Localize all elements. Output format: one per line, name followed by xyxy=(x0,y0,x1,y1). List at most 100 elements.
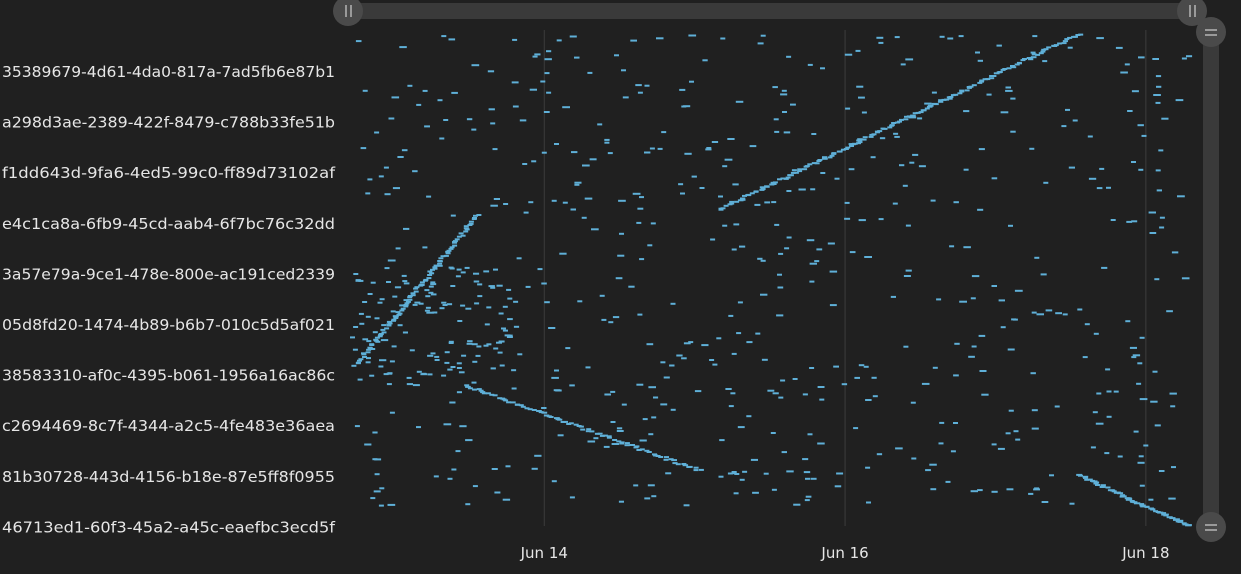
event-mark[interactable] xyxy=(1006,488,1014,491)
event-mark[interactable] xyxy=(864,256,872,258)
event-mark[interactable] xyxy=(392,295,398,298)
event-mark[interactable] xyxy=(899,164,905,167)
event-mark[interactable] xyxy=(456,268,462,271)
event-mark[interactable] xyxy=(493,268,498,271)
event-mark[interactable] xyxy=(897,120,902,123)
event-mark[interactable] xyxy=(639,196,644,199)
event-mark[interactable] xyxy=(366,357,371,360)
event-mark[interactable] xyxy=(503,399,509,402)
event-mark[interactable] xyxy=(1117,455,1123,458)
event-mark[interactable] xyxy=(997,71,1003,73)
event-mark[interactable] xyxy=(464,266,470,269)
event-mark[interactable] xyxy=(562,106,570,109)
event-mark[interactable] xyxy=(497,351,503,354)
event-mark[interactable] xyxy=(1152,370,1158,373)
horizontal-scrollbar-left-handle[interactable] xyxy=(333,0,363,26)
event-mark[interactable] xyxy=(843,148,849,150)
event-mark[interactable] xyxy=(396,313,402,316)
event-mark[interactable] xyxy=(761,358,768,361)
vertical-scrollbar-top-handle[interactable] xyxy=(1196,17,1226,47)
event-mark[interactable] xyxy=(1158,470,1165,472)
event-mark[interactable] xyxy=(383,373,389,376)
event-mark[interactable] xyxy=(636,383,644,386)
event-mark[interactable] xyxy=(1115,46,1123,49)
event-mark[interactable] xyxy=(544,72,550,75)
event-mark[interactable] xyxy=(727,138,735,140)
event-mark[interactable] xyxy=(593,437,599,440)
event-mark[interactable] xyxy=(783,131,791,134)
event-mark[interactable] xyxy=(541,411,548,414)
event-mark[interactable] xyxy=(510,401,516,404)
event-mark[interactable] xyxy=(472,360,478,363)
event-mark[interactable] xyxy=(1002,68,1008,70)
event-mark[interactable] xyxy=(760,34,766,37)
event-mark[interactable] xyxy=(416,103,422,106)
event-mark[interactable] xyxy=(381,324,387,327)
event-mark[interactable] xyxy=(806,239,815,242)
event-mark[interactable] xyxy=(456,367,462,369)
event-mark[interactable] xyxy=(639,258,645,261)
event-mark[interactable] xyxy=(733,223,740,226)
event-mark[interactable] xyxy=(1053,44,1059,47)
event-mark[interactable] xyxy=(490,367,496,370)
event-mark[interactable] xyxy=(1087,478,1093,481)
event-mark[interactable] xyxy=(606,436,612,439)
event-mark[interactable] xyxy=(1031,409,1038,412)
event-mark[interactable] xyxy=(822,156,827,159)
event-mark[interactable] xyxy=(1152,58,1159,60)
event-mark[interactable] xyxy=(849,251,856,254)
event-mark[interactable] xyxy=(1005,89,1013,92)
event-mark[interactable] xyxy=(977,81,983,84)
event-mark[interactable] xyxy=(862,136,868,139)
event-mark[interactable] xyxy=(617,254,625,257)
event-mark[interactable] xyxy=(639,439,647,442)
event-mark[interactable] xyxy=(1022,58,1027,60)
event-mark[interactable] xyxy=(358,358,364,361)
event-mark[interactable] xyxy=(750,458,758,461)
event-mark[interactable] xyxy=(858,219,866,222)
event-mark[interactable] xyxy=(811,162,818,165)
event-mark[interactable] xyxy=(1010,66,1017,69)
event-mark[interactable] xyxy=(925,469,931,472)
event-mark[interactable] xyxy=(355,40,362,43)
event-mark[interactable] xyxy=(682,464,689,467)
event-mark[interactable] xyxy=(937,100,944,103)
event-mark[interactable] xyxy=(681,357,687,360)
event-mark[interactable] xyxy=(1120,494,1126,497)
event-mark[interactable] xyxy=(780,177,786,180)
event-mark[interactable] xyxy=(427,270,433,273)
event-mark[interactable] xyxy=(820,172,826,174)
event-mark[interactable] xyxy=(734,200,740,203)
event-mark[interactable] xyxy=(1154,278,1160,281)
event-mark[interactable] xyxy=(764,201,771,204)
event-mark[interactable] xyxy=(1149,232,1157,234)
event-mark[interactable] xyxy=(730,392,736,395)
event-mark[interactable] xyxy=(820,67,825,70)
event-mark[interactable] xyxy=(746,341,753,344)
event-mark[interactable] xyxy=(739,198,746,201)
event-mark[interactable] xyxy=(698,468,704,471)
event-mark[interactable] xyxy=(1105,368,1111,371)
event-mark[interactable] xyxy=(455,275,461,278)
event-mark[interactable] xyxy=(473,214,478,217)
vertical-scrollbar-track[interactable] xyxy=(1203,30,1219,530)
event-mark[interactable] xyxy=(399,309,405,312)
event-mark[interactable] xyxy=(757,42,764,45)
event-mark[interactable] xyxy=(1061,125,1067,128)
event-mark[interactable] xyxy=(633,484,639,487)
event-mark[interactable] xyxy=(856,85,864,88)
event-mark[interactable] xyxy=(524,407,530,410)
event-mark[interactable] xyxy=(603,445,610,448)
event-mark[interactable] xyxy=(1090,446,1096,449)
event-mark[interactable] xyxy=(443,119,449,121)
event-mark[interactable] xyxy=(477,283,483,286)
event-mark[interactable] xyxy=(384,327,390,330)
event-mark[interactable] xyxy=(365,192,371,195)
event-mark[interactable] xyxy=(433,264,439,267)
event-mark[interactable] xyxy=(514,403,520,406)
event-mark[interactable] xyxy=(546,91,552,94)
event-mark[interactable] xyxy=(788,174,794,177)
event-mark[interactable] xyxy=(905,58,914,61)
event-mark[interactable] xyxy=(970,490,978,493)
event-mark[interactable] xyxy=(481,392,487,395)
